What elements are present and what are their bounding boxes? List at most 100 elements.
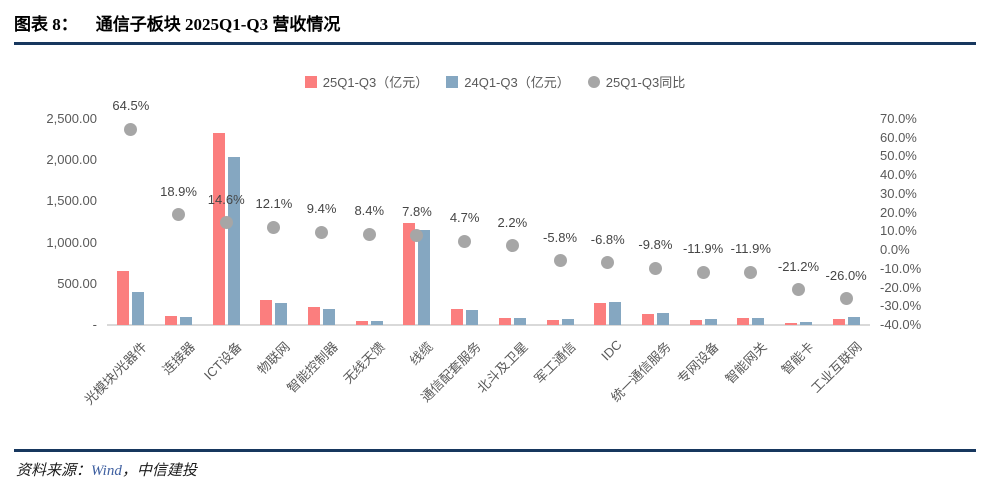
bar-current-period xyxy=(117,271,130,325)
bar-prior-period xyxy=(418,230,431,325)
yoy-data-label: -26.0% xyxy=(825,267,867,283)
right-axis-tick: 60.0% xyxy=(880,129,917,145)
bar-current-period xyxy=(451,309,464,325)
bar-current-period xyxy=(737,318,750,325)
left-axis-tick: - xyxy=(92,317,97,332)
yoy-dot xyxy=(458,234,472,248)
left-axis-tick: 1,500.00 xyxy=(46,193,97,209)
yoy-data-label: -11.9% xyxy=(682,241,724,257)
figure-name: 通信子板块 2025Q1-Q3 营收情况 xyxy=(95,15,341,34)
right-axis-tick: 70.0% xyxy=(880,111,917,126)
source-suffix: ，中信建投 xyxy=(121,463,197,479)
legend-square-marker xyxy=(446,75,459,88)
bar-current-period xyxy=(641,314,654,325)
bar-prior-period xyxy=(466,309,479,325)
x-axis-line xyxy=(107,324,870,326)
bar-current-period xyxy=(594,303,607,325)
bar-prior-period xyxy=(227,157,240,325)
right-axis-tick: -20.0% xyxy=(880,279,922,295)
left-axis-tick: 2,500.00 xyxy=(46,111,97,126)
bar-prior-period xyxy=(656,312,669,325)
source-wind: Wind xyxy=(91,463,122,479)
yoy-data-label: 14.6% xyxy=(207,191,245,207)
bar-current-period xyxy=(260,300,273,325)
yoy-data-label: -21.2% xyxy=(777,258,820,274)
legend-item: 25Q1-Q3（亿元） xyxy=(304,72,429,91)
bar-prior-period xyxy=(609,301,622,325)
bar-prior-period xyxy=(847,316,860,325)
yoy-dot xyxy=(219,216,233,230)
bar-current-period xyxy=(212,133,225,325)
legend-square-marker xyxy=(304,75,317,88)
yoy-data-label: -9.8% xyxy=(638,237,673,253)
bar-current-period xyxy=(498,317,511,325)
left-axis-tick: 1,000.00 xyxy=(46,234,97,250)
yoy-data-label: -6.8% xyxy=(590,231,625,247)
right-axis-tick: 10.0% xyxy=(880,223,917,239)
legend-label: 25Q1-Q3同比 xyxy=(605,75,686,90)
right-axis-tick: -30.0% xyxy=(880,298,922,314)
right-axis-tick: -10.0% xyxy=(880,260,922,276)
legend-label: 24Q1-Q3（亿元） xyxy=(464,75,570,90)
bar-current-period xyxy=(165,315,178,325)
right-axis-tick: 40.0% xyxy=(880,167,917,183)
right-axis-tick: 50.0% xyxy=(880,148,917,164)
source-note: 资料来源：Wind，中信建投 xyxy=(16,459,197,480)
bar-prior-period xyxy=(275,302,288,325)
bar-current-period xyxy=(689,319,702,325)
bar-current-period xyxy=(784,322,797,325)
figure-number: 图表 8： xyxy=(14,15,78,34)
right-axis-tick: 0.0% xyxy=(880,242,910,258)
yoy-data-label: 64.5% xyxy=(112,98,150,114)
yoy-data-label: 8.4% xyxy=(354,203,385,219)
right-axis-tick: -40.0% xyxy=(880,317,922,332)
bar-current-period xyxy=(308,307,321,325)
yoy-dot xyxy=(601,256,615,270)
bar-prior-period xyxy=(561,319,574,325)
bar-prior-period xyxy=(752,317,765,325)
yoy-data-label: 2.2% xyxy=(497,214,528,230)
yoy-data-label: 18.9% xyxy=(160,183,197,199)
bar-prior-period xyxy=(180,317,193,325)
figure-title: 图表 8： 通信子板块 2025Q1-Q3 营收情况 xyxy=(14,10,340,35)
source-prefix: 资料来源： xyxy=(16,463,92,479)
yoy-dot xyxy=(696,265,710,279)
yoy-dot xyxy=(124,122,138,136)
left-axis-tick: 2,000.00 xyxy=(46,152,97,168)
bar-current-period xyxy=(403,222,416,325)
yoy-data-label: 4.7% xyxy=(449,210,480,226)
bar-prior-period xyxy=(323,308,336,325)
yoy-dot xyxy=(267,220,281,234)
legend-circle-marker xyxy=(587,75,600,88)
legend-item: 24Q1-Q3（亿元） xyxy=(446,72,570,91)
yoy-dot xyxy=(553,254,567,268)
bar-prior-period xyxy=(799,321,812,325)
right-axis-tick: 30.0% xyxy=(880,185,917,201)
yoy-dot xyxy=(505,239,519,253)
yoy-dot xyxy=(648,261,662,275)
yoy-dot xyxy=(172,208,186,222)
yoy-data-label: -5.8% xyxy=(543,229,578,245)
bar-prior-period xyxy=(370,320,383,325)
yoy-dot xyxy=(410,228,424,242)
yoy-dot xyxy=(362,227,376,241)
yoy-data-label: 7.8% xyxy=(402,204,432,220)
yoy-dot xyxy=(315,225,329,239)
bar-current-period xyxy=(546,319,559,325)
bar-prior-period xyxy=(132,292,145,325)
bar-current-period xyxy=(832,318,845,325)
yoy-dot xyxy=(791,283,805,297)
bar-prior-period xyxy=(704,318,717,325)
bar-prior-period xyxy=(513,317,526,325)
left-axis-tick: 500.00 xyxy=(57,275,97,291)
legend-label: 25Q1-Q3（亿元） xyxy=(322,75,429,90)
right-axis-tick: 20.0% xyxy=(880,204,917,220)
chart-legend: 25Q1-Q3（亿元） 24Q1-Q3（亿元） 25Q1-Q3同比 xyxy=(0,72,990,91)
yoy-dot xyxy=(744,265,758,279)
yoy-data-label: 9.4% xyxy=(306,201,337,217)
yoy-dot xyxy=(839,292,853,306)
title-divider-line xyxy=(14,42,976,45)
bar-current-period xyxy=(355,320,368,325)
legend-item: 25Q1-Q3同比 xyxy=(587,72,686,91)
